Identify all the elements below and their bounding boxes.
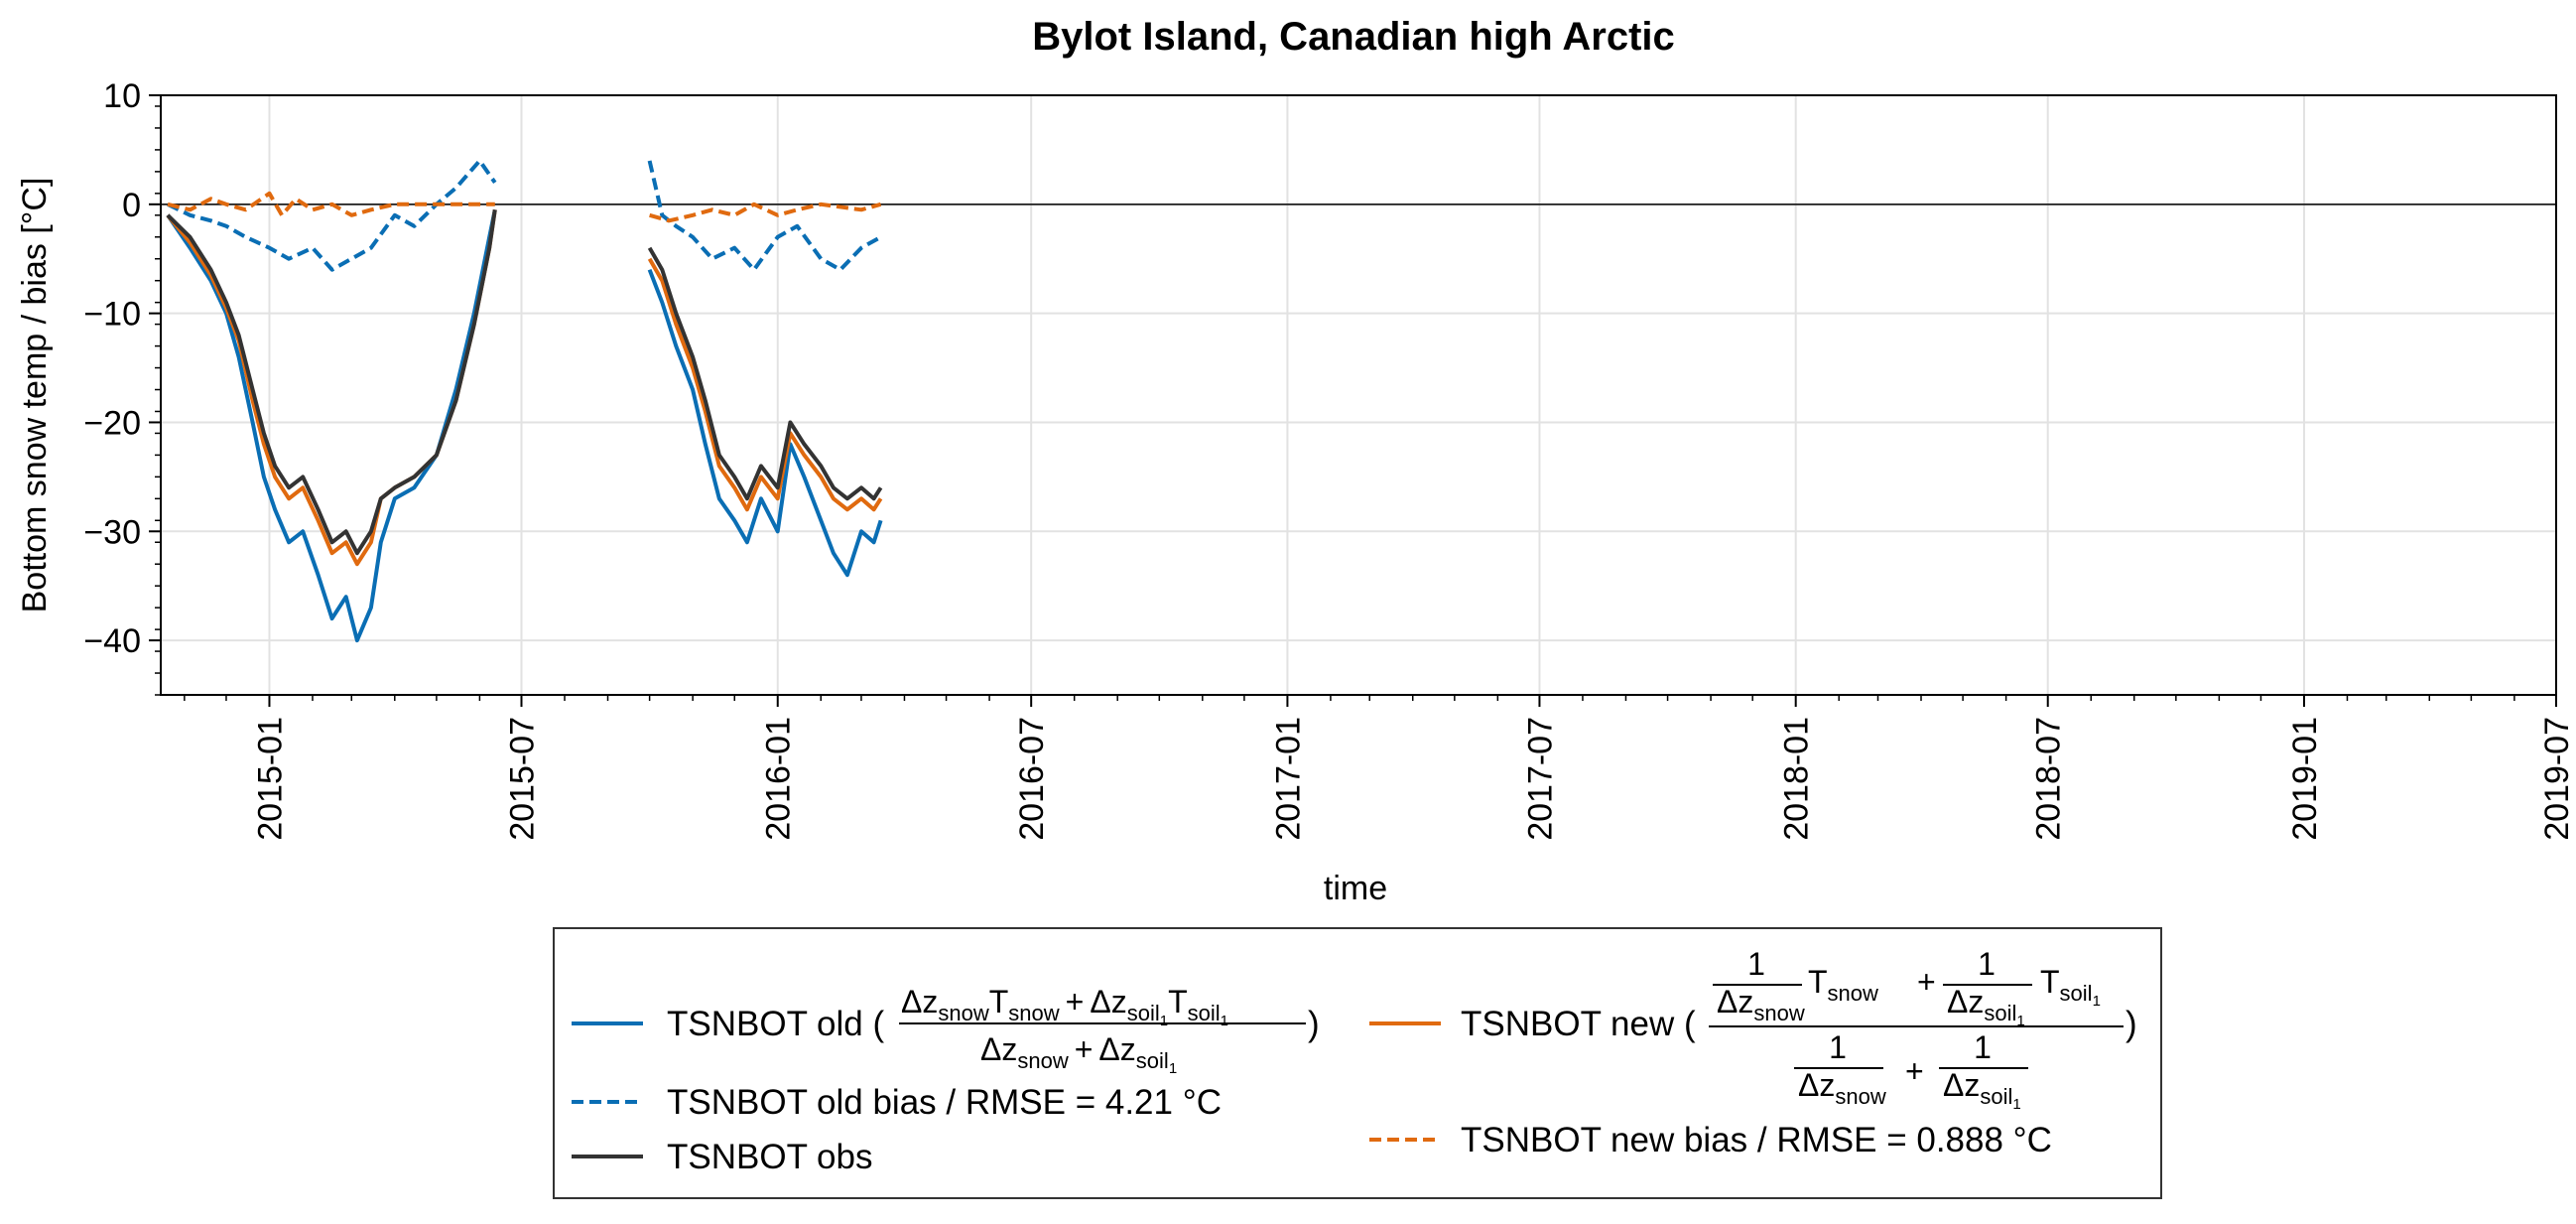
grid-lines [161,94,2557,695]
svg-text:+: + [1905,1053,1924,1089]
plot-frame [160,94,2557,696]
svg-text:ΔzsnowTsnow+Δzsoil1Tsoil1: ΔzsnowTsnow + Δzsoil1Tsoil1 [901,984,1228,1029]
y-axis: 10 0 −10 −20 −30 −40 [83,77,161,696]
svg-text:1: 1 [1747,946,1765,982]
legend-box [553,927,2162,1199]
svg-text:Δzsoil1: Δzsoil1 [1943,1067,2021,1113]
y-axis-label: Bottom snow temp / bias [°C] [16,178,54,613]
series-line-obs [166,209,497,556]
chart-title: Bylot Island, Canadian high Arctic [1032,15,1675,59]
series-line-new-bias [649,202,882,223]
svg-text:+: + [1917,964,1936,1000]
series-line-old [647,268,883,578]
y-tick-label: 10 [103,77,141,115]
y-tick-label: −30 [83,513,141,551]
legend-formula-new: 1 Δzsnow Tsnow + 1 Δzsoil1 Tsoil1 1 Δzsn… [1709,946,2124,1113]
y-tick-label: −20 [83,404,141,442]
x-tick-label: 2017-07 [1521,717,1559,841]
series-line-obs [647,246,883,501]
legend: TSNBOT old ( ΔzsnowTsnow + Δzsoil1Tsoil1 Δ… [553,927,2162,1199]
legend-label-old-bias: TSNBOT old bias / RMSE = 4.21 °C [667,1083,1222,1122]
legend-label-obs: TSNBOT obs [667,1138,872,1176]
legend-formula-old: ΔzsnowTsnow + Δzsoil1Tsoil1 Δzsnow + Δzsoil1 [899,984,1306,1077]
svg-text:): ) [1308,1005,1320,1043]
svg-text:1: 1 [1829,1029,1847,1065]
legend-label-old: TSNBOT old ( [667,1005,884,1043]
y-tick-label: 0 [122,187,141,224]
svg-text:Tsoil1: Tsoil1 [2040,964,2101,1010]
x-tick-label: 2016-07 [1013,717,1051,841]
x-axis-label: time [1324,870,1387,907]
x-tick-label: 2018-01 [1778,717,1816,841]
svg-text:): ) [2125,1005,2137,1043]
x-tick-label: 2017-01 [1269,717,1307,841]
series-line-new [166,209,497,567]
y-tick-label: −10 [83,296,141,334]
svg-text:Δzsnow+Δzsoil1: Δzsnow + Δzsoil1 [980,1031,1177,1077]
series-line-old-bias [167,158,497,272]
y-tick-label: −40 [83,622,141,660]
x-tick-label: 2019-01 [2286,717,2324,841]
series-line-new [647,257,883,512]
x-tick-label: 2015-01 [251,717,289,841]
series-group [166,158,883,643]
x-tick-label: 2019-07 [2538,717,2576,841]
svg-text:Δzsoil1: Δzsoil1 [1947,984,2025,1029]
svg-text:Tsnow: Tsnow [1808,964,1878,1006]
svg-text:1: 1 [1974,1029,1992,1065]
series-line-old-bias [647,160,882,272]
x-tick-label: 2015-07 [504,717,542,841]
legend-label-new-bias: TSNBOT new bias / RMSE = 0.888 °C [1461,1121,2052,1159]
x-tick-label: 2016-01 [760,717,798,841]
svg-text:Δzsnow: Δzsnow [1717,984,1805,1025]
legend-label-new: TSNBOT new ( [1461,1005,1696,1043]
x-tick-label: 2018-07 [2030,717,2068,841]
series-line-new-bias [167,191,495,217]
svg-text:Δzsnow: Δzsnow [1798,1067,1886,1109]
x-axis: 2015-01 2015-07 2016-01 2016-07 2017-01 2017-… [184,695,2576,841]
svg-text:1: 1 [1978,946,1996,982]
